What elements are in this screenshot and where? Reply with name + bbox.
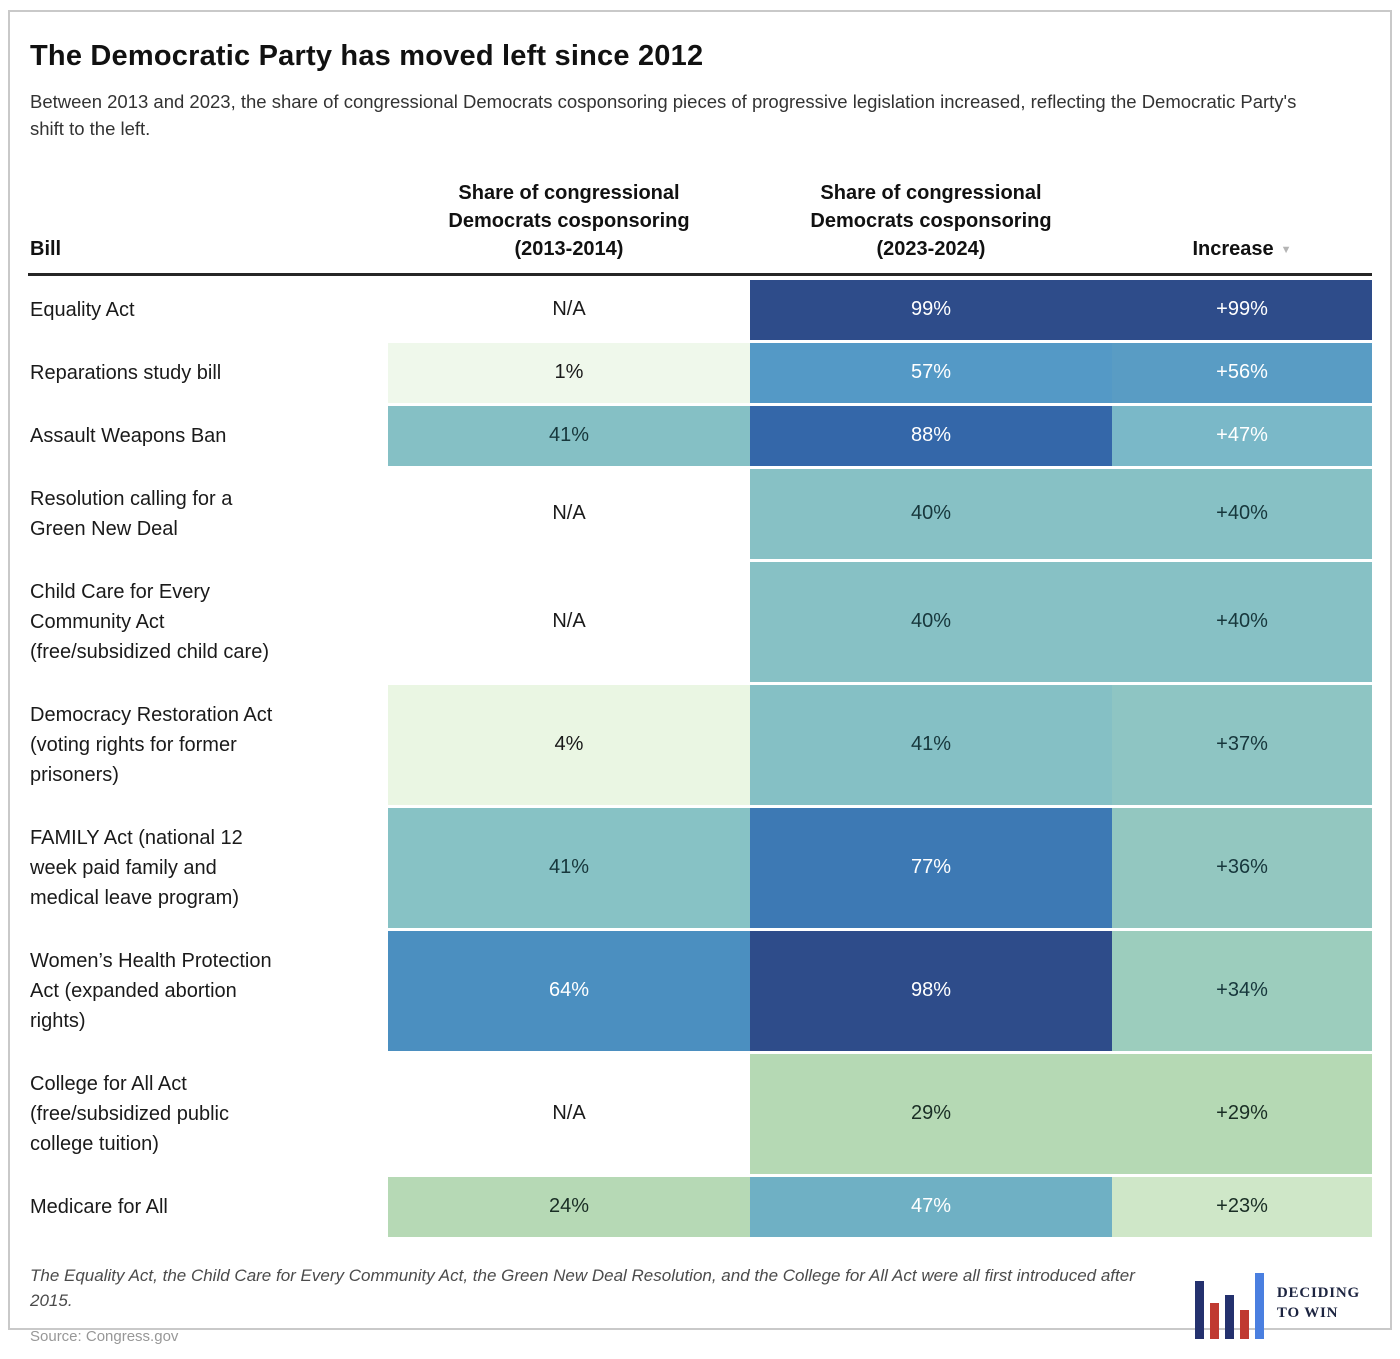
share-2013-cell: 1% xyxy=(388,342,750,403)
increase-cell: +37% xyxy=(1112,684,1372,805)
table-header: Bill Share of congressional Democrats co… xyxy=(28,167,1372,276)
bill-cell: Medicare for All xyxy=(28,1176,388,1237)
table-row: Child Care for Every Community Act (free… xyxy=(28,561,1372,682)
share-2023-cell: 57% xyxy=(750,342,1112,403)
bill-cell: College for All Act (free/subsidized pub… xyxy=(28,1053,388,1174)
table-row: Resolution calling for a Green New Deal N… xyxy=(28,468,1372,559)
increase-cell: +34% xyxy=(1112,930,1372,1051)
logo-bar xyxy=(1224,1294,1234,1339)
col-header-share-2023: Share of congressional Democrats cospons… xyxy=(810,181,1052,260)
table-row: Medicare for All 24% 47% +23% xyxy=(28,1176,1372,1237)
logo-bar xyxy=(1209,1302,1219,1339)
increase-cell: +23% xyxy=(1112,1176,1372,1237)
bill-cell: Assault Weapons Ban xyxy=(28,405,388,466)
col-header-increase[interactable]: Increase ▼ xyxy=(1192,235,1291,263)
increase-cell: +29% xyxy=(1112,1053,1372,1174)
logo-text: DECIDING TO WIN xyxy=(1277,1286,1360,1321)
bill-cell: FAMILY Act (national 12 week paid family… xyxy=(28,807,388,928)
table-row: Democracy Restoration Act (voting rights… xyxy=(28,684,1372,805)
footer-notes: The Equality Act, the Child Care for Eve… xyxy=(30,1263,1170,1345)
col-header-share-2013: Share of congressional Democrats cospons… xyxy=(448,181,690,260)
bill-cell: Child Care for Every Community Act (free… xyxy=(28,561,388,682)
share-2023-cell: 40% xyxy=(750,468,1112,559)
increase-cell: +40% xyxy=(1112,468,1372,559)
increase-cell: +47% xyxy=(1112,405,1372,466)
increase-cell: +56% xyxy=(1112,342,1372,403)
share-2013-cell: N/A xyxy=(388,1053,750,1174)
share-2013-cell: 4% xyxy=(388,684,750,805)
table-row: Women’s Health Protection Act (expanded … xyxy=(28,930,1372,1051)
table-row: Assault Weapons Ban 41% 88% +47% xyxy=(28,405,1372,466)
chart-card: The Democratic Party has moved left sinc… xyxy=(8,10,1392,1345)
increase-cell: +36% xyxy=(1112,807,1372,928)
logo-bar xyxy=(1254,1272,1264,1339)
table-row: Equality Act N/A 99% +99% xyxy=(28,279,1372,340)
share-2013-cell: 24% xyxy=(388,1176,750,1237)
logo-bar xyxy=(1239,1309,1249,1339)
subtitle: Between 2013 and 2023, the share of cong… xyxy=(30,91,1297,139)
footer: The Equality Act, the Child Care for Eve… xyxy=(28,1263,1372,1345)
share-2023-cell: 88% xyxy=(750,405,1112,466)
table-row: College for All Act (free/subsidized pub… xyxy=(28,1053,1372,1174)
share-2023-cell: 29% xyxy=(750,1053,1112,1174)
share-2023-cell: 40% xyxy=(750,561,1112,682)
footnote: The Equality Act, the Child Care for Eve… xyxy=(30,1265,1135,1311)
table-body: Equality Act N/A 99% +99% Reparations study … xyxy=(28,279,1372,1237)
logo-bar xyxy=(1194,1280,1204,1339)
share-2013-cell: 41% xyxy=(388,807,750,928)
table-row: FAMILY Act (national 12 week paid family… xyxy=(28,807,1372,928)
share-2013-cell: N/A xyxy=(388,279,750,340)
increase-cell: +99% xyxy=(1112,279,1372,340)
bill-cell: Democracy Restoration Act (voting rights… xyxy=(28,684,388,805)
share-2023-cell: 98% xyxy=(750,930,1112,1051)
share-2013-cell: N/A xyxy=(388,468,750,559)
share-2023-cell: 41% xyxy=(750,684,1112,805)
bill-cell: Resolution calling for a Green New Deal xyxy=(28,468,388,559)
sort-desc-icon[interactable]: ▼ xyxy=(1280,243,1292,256)
bill-cell: Equality Act xyxy=(28,279,388,340)
share-2013-cell: N/A xyxy=(388,561,750,682)
col-header-bill: Bill xyxy=(30,237,62,260)
logo-line1: DECIDING xyxy=(1276,1285,1360,1302)
deciding-to-win-logo: DECIDING TO WIN xyxy=(1194,1269,1360,1339)
increase-header-label: Increase xyxy=(1192,237,1274,260)
share-2023-cell: 77% xyxy=(750,807,1112,928)
source-line: Source: Congress.gov xyxy=(30,1327,179,1345)
increase-cell: +40% xyxy=(1112,561,1372,682)
bar-chart-logo-icon xyxy=(1194,1269,1264,1339)
share-2023-cell: 47% xyxy=(750,1176,1112,1237)
share-2023-cell: 99% xyxy=(750,279,1112,340)
page-title: The Democratic Party has moved left sinc… xyxy=(30,40,704,72)
share-2013-cell: 41% xyxy=(388,405,750,466)
bill-cell: Reparations study bill xyxy=(28,342,388,403)
table-row: Reparations study bill 1% 57% +56% xyxy=(28,342,1372,403)
share-2013-cell: 64% xyxy=(388,930,750,1051)
logo-line2: TO WIN xyxy=(1276,1305,1339,1322)
bill-cell: Women’s Health Protection Act (expanded … xyxy=(28,930,388,1051)
